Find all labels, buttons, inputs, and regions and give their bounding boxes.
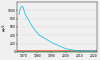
Y-axis label: µg/L: µg/L bbox=[2, 23, 6, 31]
